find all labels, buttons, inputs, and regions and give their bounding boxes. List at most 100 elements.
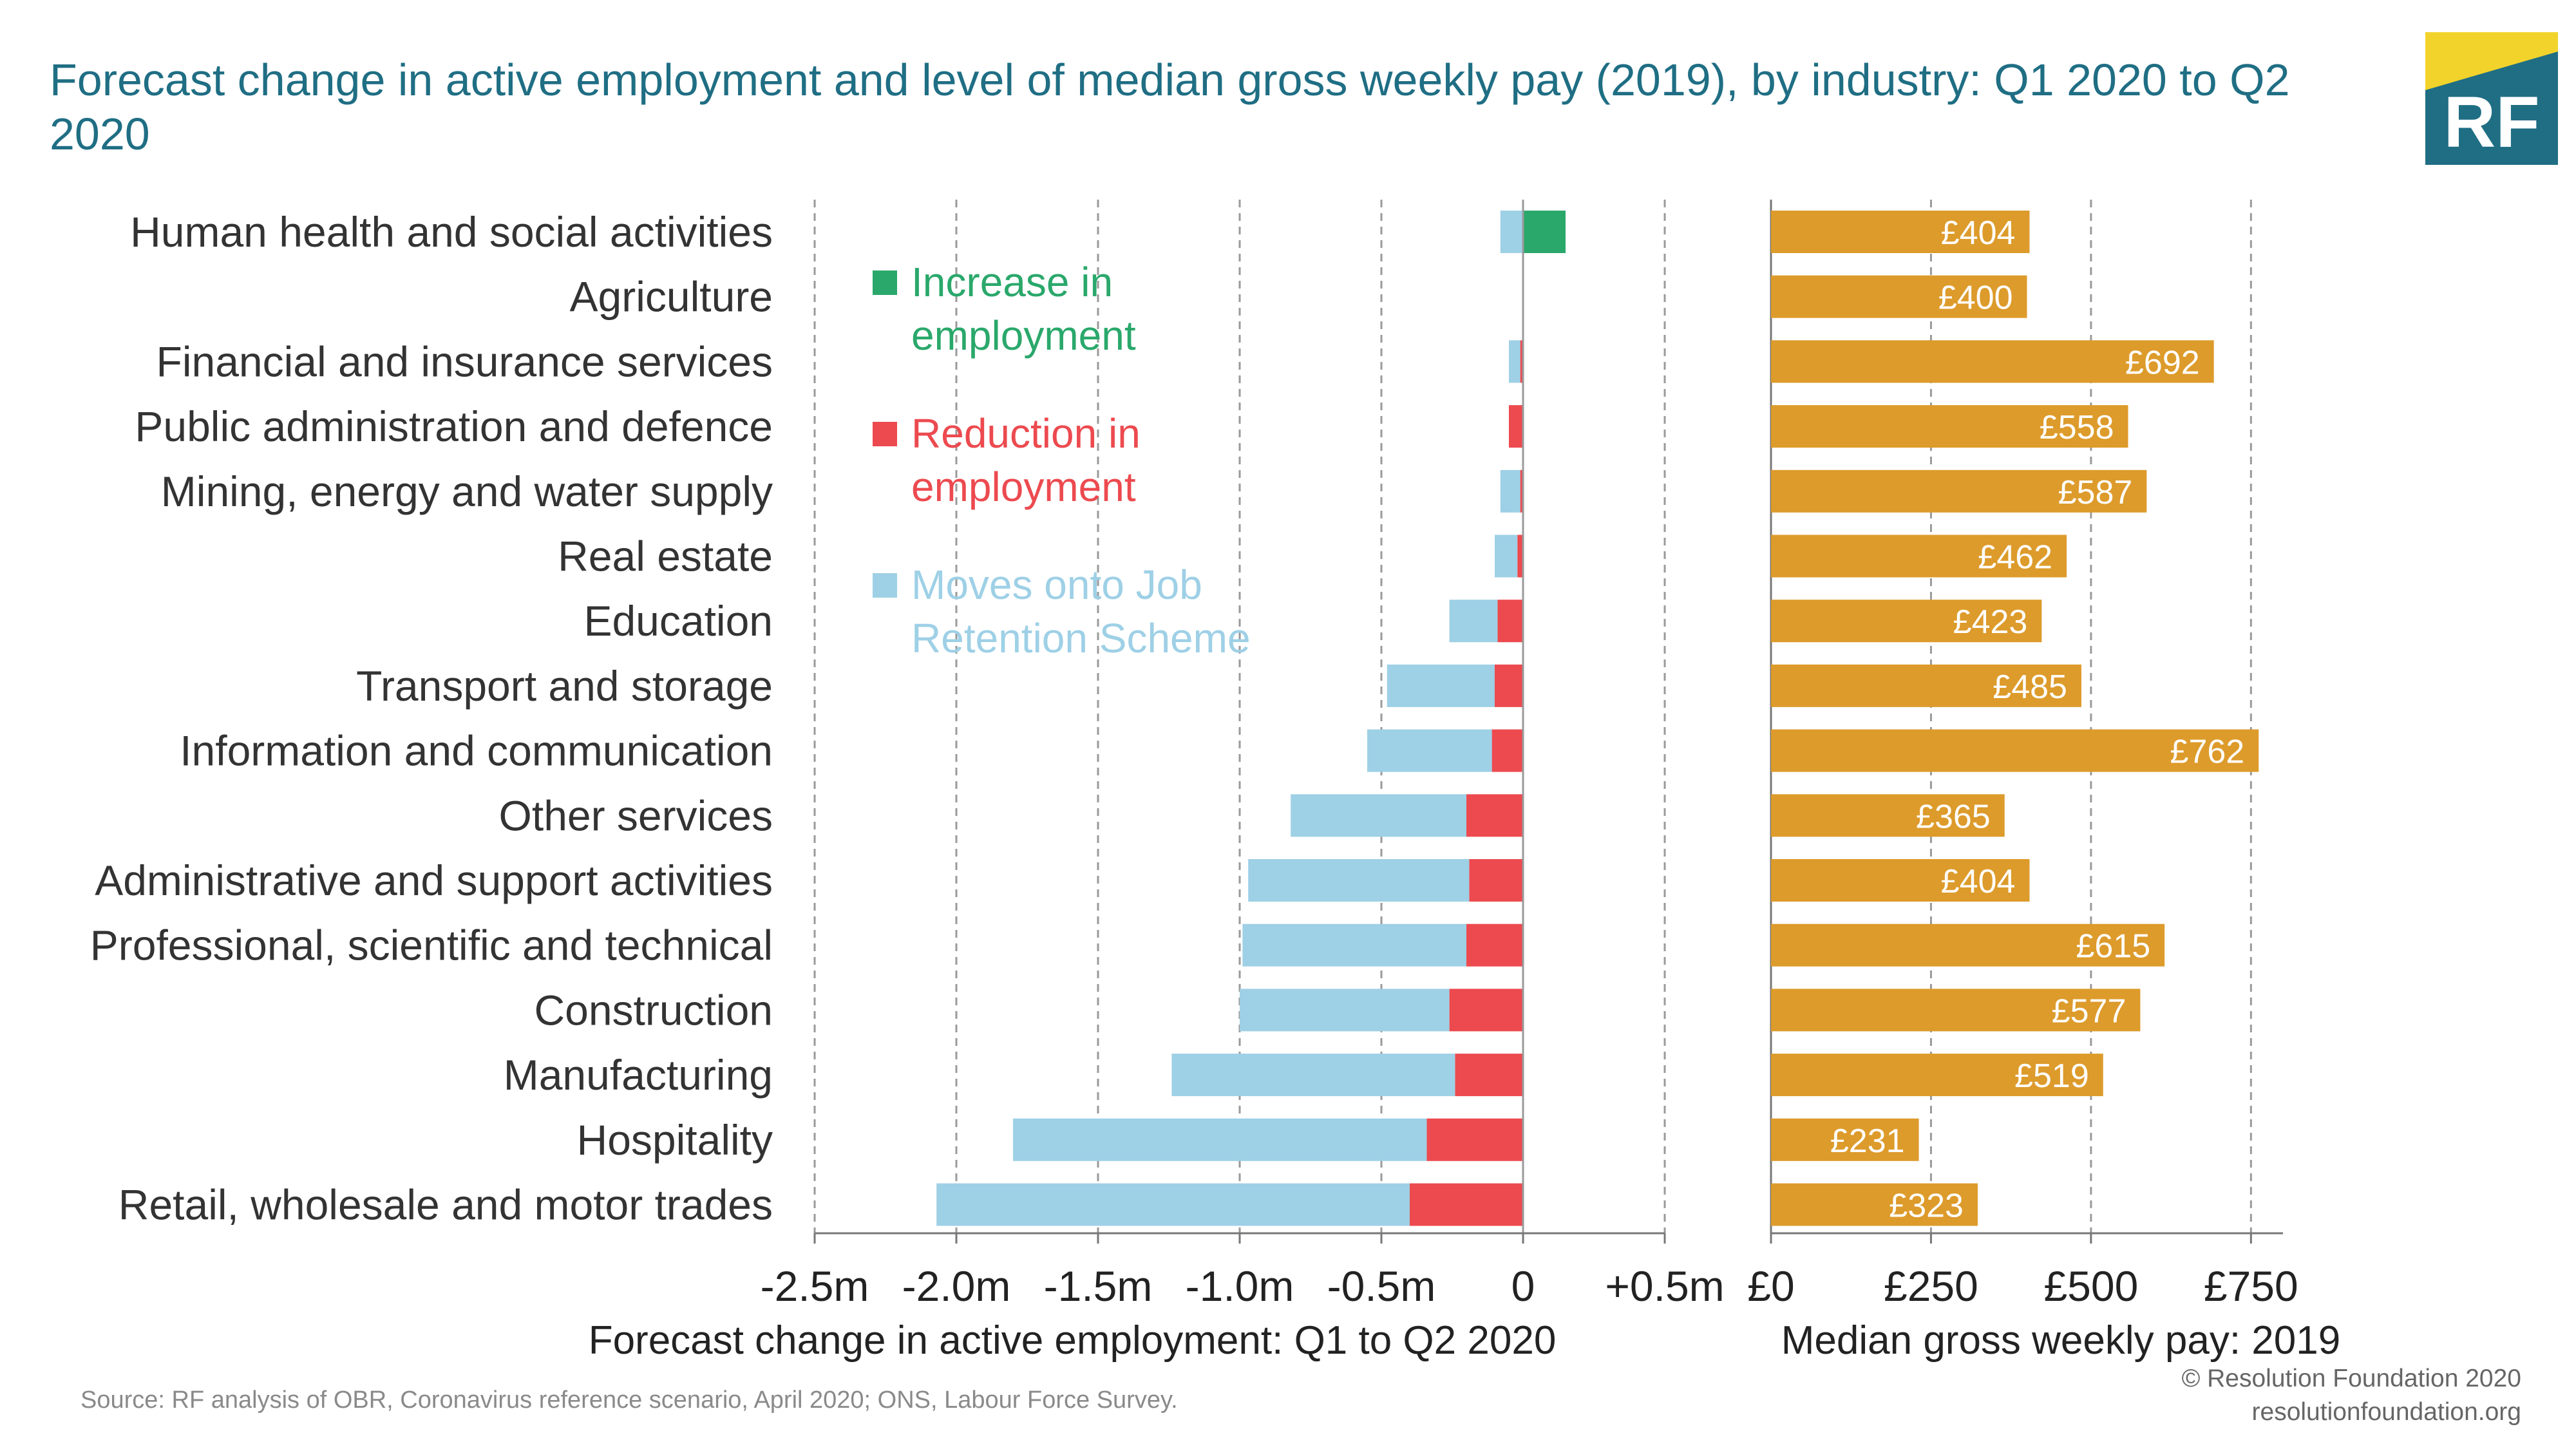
employment-tick-label: +0.5m	[1605, 1262, 1724, 1310]
pay-bar-construction	[1771, 989, 2141, 1032]
pay-axis-title: Median gross weekly pay: 2019	[1781, 1318, 2340, 1363]
employment-bar-reduction-in-employment-administrative-and-support-activities	[1469, 859, 1523, 902]
category-label-information-and-communication: Information and communication	[180, 727, 773, 775]
pay-value-label: £577	[2052, 992, 2126, 1030]
pay-value-label: £519	[2014, 1057, 2089, 1095]
category-label-mining-energy-and-water-supply: Mining, energy and water supply	[161, 468, 773, 515]
category-label-real-estate: Real estate	[558, 533, 773, 580]
rf-logo: RF	[2425, 32, 2558, 165]
logo-yellow-wedge	[2425, 32, 2558, 90]
employment-bar-reduction-in-employment-professional-scientific-and-technical	[1466, 923, 1523, 967]
employment-bar-increase-in-employment-human-health-and-social-activities	[1523, 211, 1566, 253]
category-label-public-administration-and-defence: Public administration and defence	[135, 402, 773, 450]
pay-bar-financial-and-insurance-services	[1771, 340, 2214, 383]
pay-bar-public-administration-and-defence	[1771, 405, 2128, 448]
pay-bar-education	[1771, 600, 2042, 643]
pay-value-label: £558	[2040, 409, 2114, 446]
pay-value-label: £400	[1938, 279, 2013, 317]
employment-bar-moves-onto-job-retention-scheme-education	[1449, 600, 1498, 643]
legend-label-line2: Retention Scheme	[911, 615, 1251, 661]
employment-axis-title: Forecast change in active employment: Q1…	[589, 1318, 1557, 1363]
category-label-transport-and-storage: Transport and storage	[356, 662, 773, 710]
source-note: Source: RF analysis of OBR, Coronavirus …	[80, 1387, 1178, 1414]
pay-bar-retail-wholesale-and-motor-trades	[1771, 1183, 1978, 1226]
employment-bar-moves-onto-job-retention-scheme-mining-energy-and-water-supply	[1500, 469, 1520, 513]
employment-bar-reduction-in-employment-other-services	[1466, 794, 1523, 837]
pay-value-label: £365	[1916, 798, 1991, 835]
employment-bar-moves-onto-job-retention-scheme-human-health-and-social-activities	[1500, 211, 1523, 253]
legend-swatch-moves-onto-job-retention-scheme	[873, 573, 897, 598]
employment-tick-label: -2.5m	[761, 1262, 869, 1310]
pay-value-label: £762	[2170, 734, 2245, 771]
pay-value-label: £404	[1941, 863, 2016, 900]
legend-label-line2: employment	[911, 312, 1136, 359]
employment-bar-reduction-in-employment-transport-and-storage	[1495, 664, 1523, 707]
pay-bar-transport-and-storage	[1771, 664, 2081, 707]
chart-title: Forecast change in active employment and…	[50, 55, 2290, 159]
employment-tick-label: 0	[1511, 1262, 1535, 1310]
employment-bar-moves-onto-job-retention-scheme-hospitality	[1013, 1118, 1427, 1161]
legend-label-line2: employment	[911, 464, 1136, 510]
employment-tick-label: -2.0m	[902, 1262, 1011, 1310]
category-label-manufacturing: Manufacturing	[504, 1051, 773, 1099]
pay-value-label: £423	[1953, 603, 2028, 641]
pay-tick-label: £0	[1747, 1262, 1794, 1310]
category-label-administrative-and-support-activities: Administrative and support activities	[95, 857, 773, 904]
category-label-retail-wholesale-and-motor-trades: Retail, wholesale and motor trades	[118, 1181, 773, 1229]
pay-bar-real-estate	[1771, 535, 2067, 578]
pay-value-label: £404	[1941, 214, 2016, 252]
employment-bar-moves-onto-job-retention-scheme-financial-and-insurance-services	[1509, 340, 1520, 383]
pay-bar-administrative-and-support-activities	[1771, 859, 2030, 902]
category-label-education: Education	[583, 597, 773, 645]
pay-value-label: £323	[1889, 1188, 1964, 1225]
pay-bars: £404 £400 £692 £558 £587£462 £423 £485 £762 £365…	[1771, 211, 2259, 1226]
employment-bar-moves-onto-job-retention-scheme-retail-wholesale-and-motor-trades	[936, 1183, 1410, 1226]
pay-value-label: £485	[1993, 668, 2067, 706]
category-label-hospitality: Hospitality	[577, 1116, 773, 1164]
pay-bar-information-and-communication	[1771, 729, 2259, 772]
employment-bar-reduction-in-employment-mining-energy-and-water-supply	[1520, 469, 1523, 513]
legend: Increase in employment Reduction in employm…	[873, 259, 1251, 661]
pay-axis: £0 £250 £500 £750	[1747, 1232, 2298, 1310]
category-label-construction: Construction	[534, 986, 773, 1034]
employment-gridlines	[813, 200, 1666, 1233]
pay-tick-label: £250	[1884, 1262, 1978, 1310]
category-label-human-health-and-social-activities: Human health and social activities	[130, 208, 773, 256]
pay-value-label: £462	[1978, 539, 2052, 576]
employment-bar-moves-onto-job-retention-scheme-other-services	[1291, 794, 1466, 837]
legend-label-line1: Increase in	[911, 259, 1113, 305]
pay-bar-agriculture	[1771, 275, 2027, 318]
employment-tick-label: -0.5m	[1327, 1262, 1436, 1310]
legend-label-line1: Reduction in	[911, 410, 1141, 457]
employment-bar-reduction-in-employment-information-and-communication	[1492, 729, 1523, 772]
category-label-financial-and-insurance-services: Financial and insurance services	[156, 337, 773, 385]
employment-bar-moves-onto-job-retention-scheme-real-estate	[1495, 535, 1518, 578]
employment-bar-reduction-in-employment-manufacturing	[1455, 1054, 1523, 1097]
pay-bar-hospitality	[1771, 1118, 1919, 1161]
employment-bar-moves-onto-job-retention-scheme-professional-scientific-and-technical	[1242, 923, 1466, 967]
category-label-professional-scientific-and-technical: Professional, scientific and technical	[90, 922, 773, 969]
pay-value-label: £231	[1830, 1122, 1905, 1160]
employment-bar-moves-onto-job-retention-scheme-information-and-communication	[1367, 729, 1492, 772]
pay-value-label: £587	[2058, 474, 2133, 511]
employment-tick-label: -1.0m	[1186, 1262, 1294, 1310]
employment-bar-reduction-in-employment-financial-and-insurance-services	[1520, 340, 1523, 383]
employment-bar-moves-onto-job-retention-scheme-administrative-and-support-activities	[1248, 859, 1470, 902]
category-label-agriculture: Agriculture	[570, 273, 773, 321]
website-line: resolutionfoundation.org	[2251, 1398, 2521, 1426]
pay-tick-label: £750	[2204, 1262, 2298, 1310]
pay-bar-mining-energy-and-water-supply	[1771, 469, 2147, 513]
employment-axis: -2.5m -2.0m -1.5m -1.0m -0.5m 0 +0.5m	[761, 1232, 1725, 1310]
pay-bar-other-services	[1771, 794, 2005, 837]
employment-bar-moves-onto-job-retention-scheme-manufacturing	[1171, 1054, 1455, 1097]
employment-bar-reduction-in-employment-education	[1497, 600, 1523, 643]
pay-bar-human-health-and-social-activities	[1771, 211, 2030, 253]
employment-bar-moves-onto-job-retention-scheme-transport-and-storage	[1387, 664, 1495, 707]
employment-bar-reduction-in-employment-retail-wholesale-and-motor-trades	[1410, 1183, 1523, 1226]
employment-tick-label: -1.5m	[1044, 1262, 1153, 1310]
category-label-other-services: Other services	[499, 791, 773, 839]
copyright-line: © Resolution Foundation 2020	[2181, 1365, 2521, 1392]
pay-value-label: £692	[2125, 344, 2200, 381]
employment-bar-reduction-in-employment-construction	[1449, 989, 1523, 1032]
